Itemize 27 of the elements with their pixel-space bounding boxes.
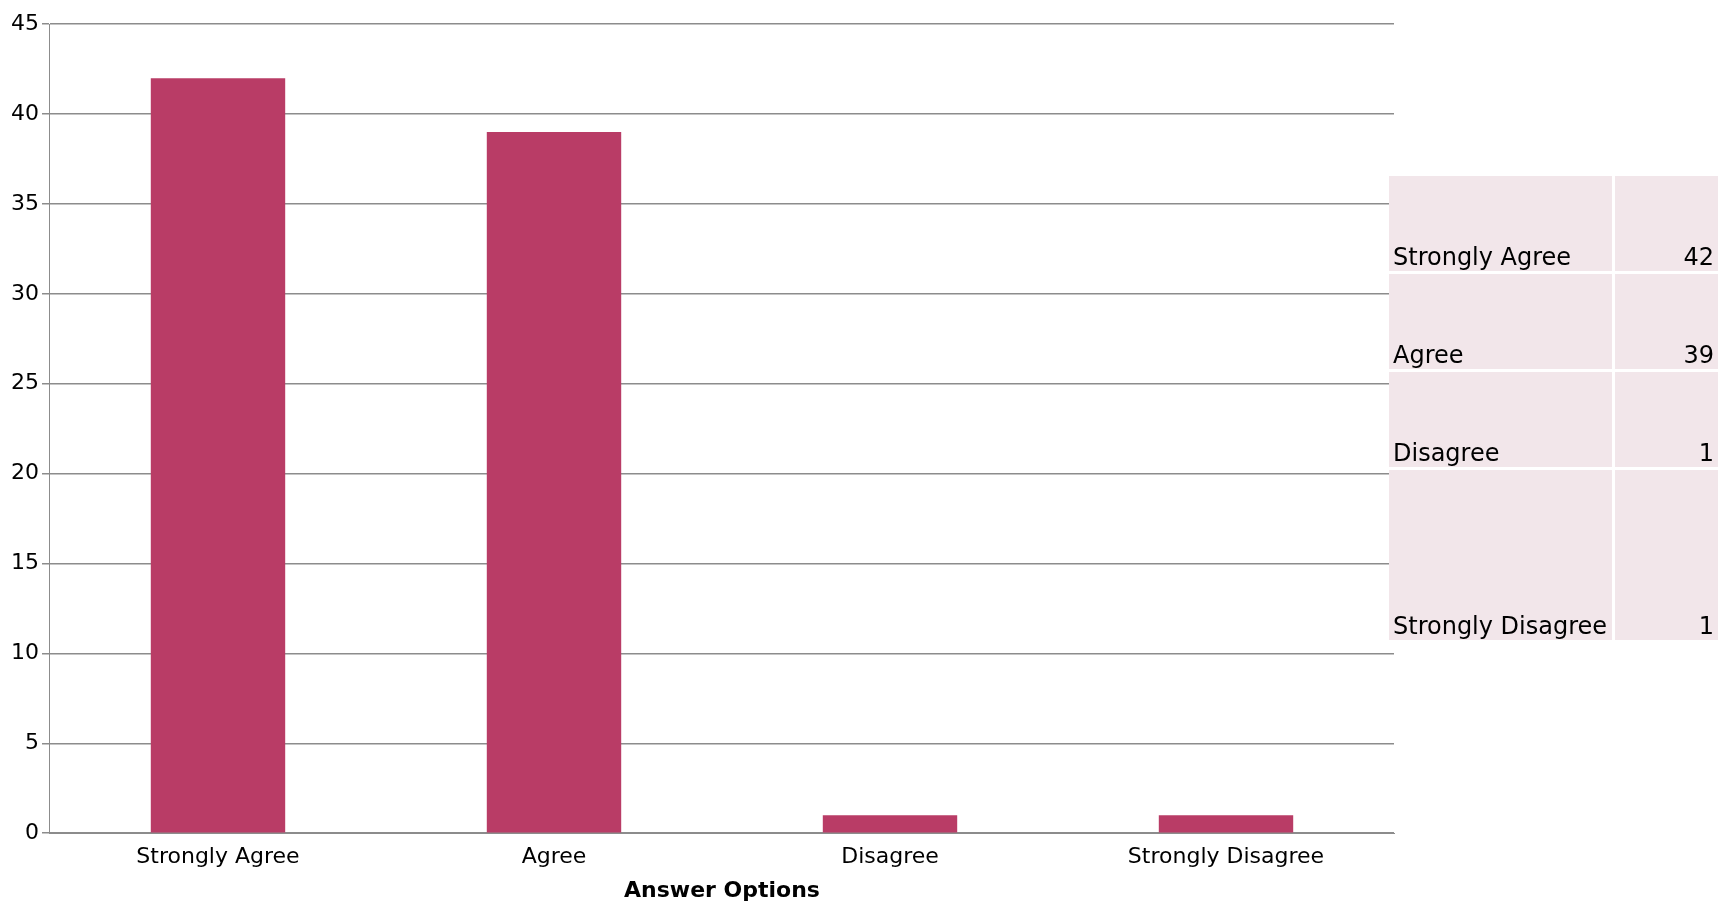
bar [486,132,622,833]
x-tick-label: Strongly Agree [136,843,300,869]
x-axis-title: Answer Options [624,876,820,902]
category-label: Agree [1389,274,1612,369]
bar [822,815,958,833]
category-label: Disagree [1389,372,1612,467]
y-tick-label: 45 [10,9,39,35]
y-tick-label: 5 [24,729,39,755]
x-tick-label: Strongly Disagree [1127,843,1325,869]
data-label: 1 [1615,470,1718,640]
y-tick-label: 15 [10,549,39,575]
x-tick-label: Agree [521,843,587,869]
bar [1158,815,1294,833]
category-label: Strongly Disagree [1389,470,1612,640]
y-tick-label: 35 [10,189,39,215]
y-tick-label: 20 [10,459,39,485]
data-label: 42 [1615,176,1718,271]
y-tick-label: 10 [10,639,39,665]
y-tick-label: 25 [10,369,39,395]
bar [150,78,286,833]
x-tick-label: Disagree [841,843,939,869]
data-label: 39 [1615,274,1718,369]
category-label: Strongly Agree [1389,176,1612,271]
y-tick-label: 30 [10,279,39,305]
y-tick-label: 0 [24,818,39,844]
data-label: 1 [1615,372,1718,467]
y-tick-label: 40 [10,99,39,125]
